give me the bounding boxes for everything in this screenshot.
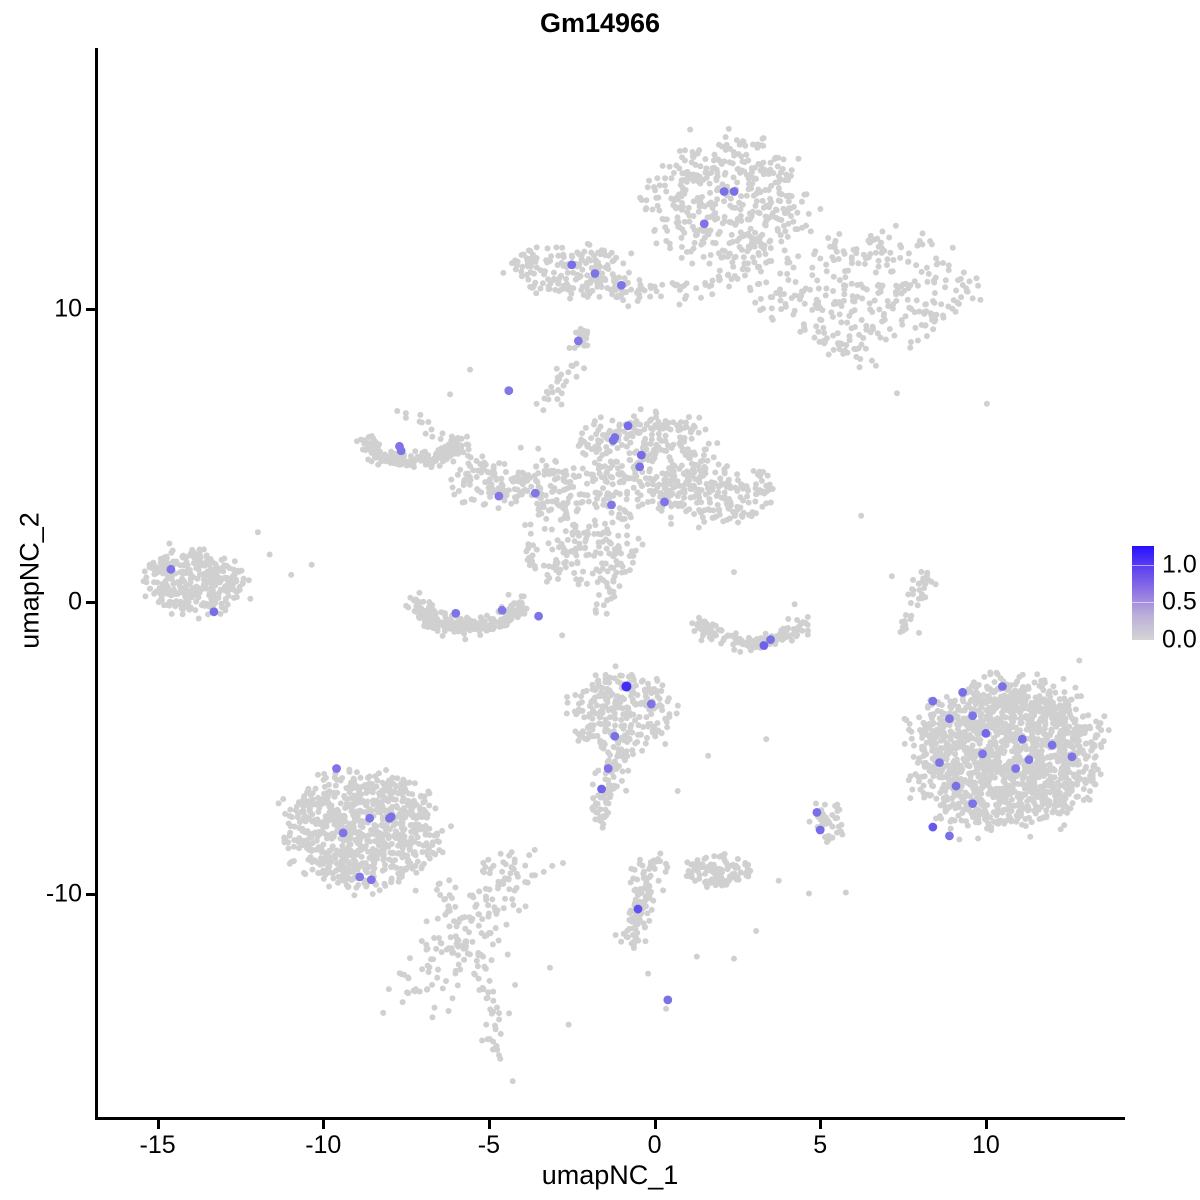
x-axis-line: [95, 1117, 1125, 1120]
plot-area: [98, 48, 1125, 1117]
legend-tick-mark: [1132, 564, 1154, 566]
x-tick-label: -15: [139, 1131, 176, 1159]
legend-colorbar: [1132, 546, 1154, 641]
y-tick-label: 0: [68, 587, 82, 616]
y-tick-mark: [86, 307, 95, 311]
y-tick-mark: [86, 600, 95, 604]
y-axis-line: [95, 48, 98, 1120]
x-tick-label: 0: [647, 1131, 662, 1159]
x-tick-label: 10: [971, 1131, 1000, 1159]
legend-label: 0.0: [1162, 625, 1197, 654]
legend-tick-mark: [1132, 602, 1154, 604]
y-tick-label: -10: [45, 879, 82, 908]
x-axis-title: umapNC_1: [541, 1160, 679, 1190]
legend-label: 1.0: [1162, 550, 1197, 579]
x-tick-mark: [487, 1120, 491, 1129]
x-tick-label: -5: [477, 1131, 501, 1159]
x-tick-mark: [653, 1120, 657, 1129]
x-tick-mark: [984, 1120, 988, 1129]
y-tick-mark: [86, 893, 95, 897]
x-tick-mark: [322, 1120, 326, 1129]
page-title: Gm14966: [539, 8, 661, 38]
scatter-points-layer: [140, 125, 1112, 1085]
legend-label: 0.5: [1162, 587, 1197, 616]
x-tick-label: -10: [305, 1131, 342, 1159]
y-tick-label: 10: [54, 294, 82, 323]
legend-tick-mark: [1132, 640, 1154, 641]
x-tick-mark: [819, 1120, 823, 1129]
color-legend: 1.0 0.5 0.0: [1132, 546, 1197, 654]
y-axis-title: umapNC_2: [14, 512, 45, 649]
x-tick-mark: [156, 1120, 160, 1129]
x-tick-label: 5: [813, 1131, 828, 1159]
